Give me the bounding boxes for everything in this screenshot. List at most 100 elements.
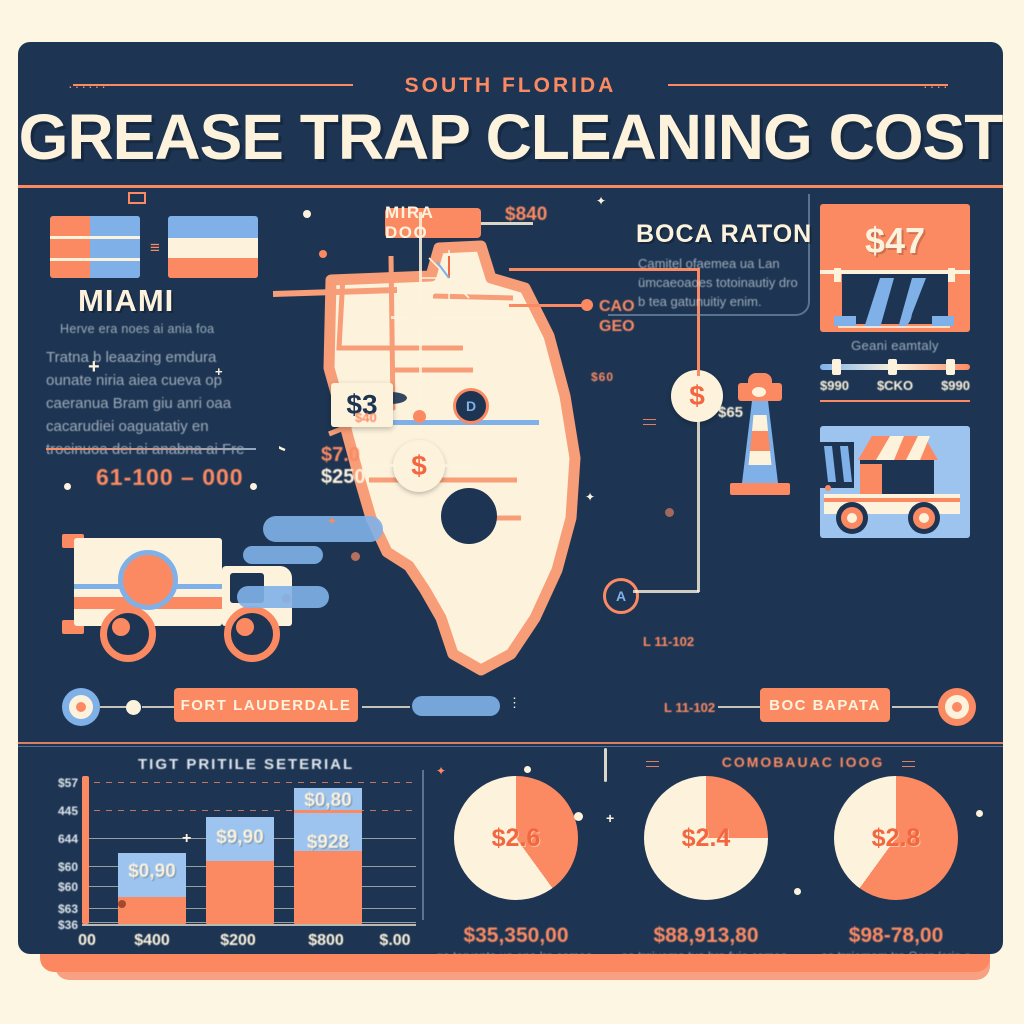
x-tick-4: $.00: [379, 932, 411, 949]
pie-2-caption: oa trgiuema tua bra fuie comea.: [616, 948, 796, 954]
header-dots-right: ····: [923, 78, 950, 94]
target-icon-left: [62, 688, 100, 726]
y-tick-6: $36: [57, 918, 78, 932]
bar-3-secondary-value: $928: [306, 832, 350, 853]
pie-1-amount: $35,350,00: [463, 924, 569, 947]
map-price-top: $840: [505, 204, 548, 225]
menu-lines-icon: — —: [643, 411, 657, 431]
map-badge-top[interactable]: MIRA DOO: [385, 203, 481, 242]
badge-boca-raton[interactable]: BOC BAPATA: [760, 688, 890, 722]
y-tick-0: $57: [57, 776, 78, 790]
city-badge-row: FORT LAUDERDALE ⋮ L 11-102 BOC BAPATA: [18, 682, 1003, 742]
plus-icon-b: +: [215, 364, 223, 379]
water-shape-b: [243, 546, 323, 564]
swatch-blue-cream: [168, 216, 258, 278]
map-pin-marker-b[interactable]: A: [603, 578, 639, 614]
charts-vertical-divider: [422, 770, 424, 920]
poster-canvas: ······ SOUTH FLORIDA ···· GREASE TRAP CL…: [18, 42, 1003, 954]
map-dollar-marker-center[interactable]: $: [393, 440, 445, 492]
swatch-orange-blue: [50, 216, 140, 278]
pie-2-value: $2.4: [681, 824, 731, 852]
header-divider: [18, 185, 1003, 188]
header-kicker: SOUTH FLORIDA: [404, 74, 617, 97]
map-bottom-left-text: L 11-102: [643, 634, 695, 649]
y-tick-4: $60: [57, 880, 78, 894]
y-axis: [82, 776, 89, 924]
bar-chart: $57 445 644 $60 $60 $63 $36 $0,90 $9,90: [56, 776, 416, 949]
city-name-miami: MIAMI: [78, 283, 175, 318]
lighthouse-illustration: [730, 373, 790, 503]
bar-chart-title: TIGT PRITILE SETERIAL: [138, 756, 355, 773]
header-rule-left: [73, 84, 353, 86]
slider-value-1: $990: [820, 378, 849, 393]
compass-star-icon: [421, 250, 477, 306]
badge-fort-lauderdale[interactable]: FORT LAUDERDALE: [174, 688, 358, 722]
pie-chart-1[interactable]: [454, 776, 578, 900]
map-price-card[interactable]: $3: [331, 383, 393, 427]
map-pin-marker-a[interactable]: D: [453, 388, 489, 424]
water-shape-a: [263, 516, 383, 542]
x-tick-2: $200: [220, 932, 256, 949]
pie-3-amount: $98-78,00: [848, 924, 944, 947]
price-card-caption: Geani eamtaly: [851, 338, 939, 353]
header-rule-right: [668, 84, 948, 86]
bar-1[interactable]: $0,90: [118, 853, 186, 924]
badge-row-small-text: L 11-102: [664, 700, 716, 715]
accent-dot-a: [64, 483, 71, 490]
map-road-price-1: $40: [355, 410, 377, 425]
bar-2[interactable]: $9,90: [206, 817, 274, 924]
plus-icon-a: +: [88, 356, 100, 378]
bar-1-value: $0,90: [128, 861, 176, 882]
miami-subline: Herve era noes ai ania foa: [60, 322, 215, 336]
chart-glyph-icon: [864, 278, 926, 328]
service-truck-illustration: [56, 528, 306, 662]
miami-paragraph: Tratna b leaazing emdura ounate niria ai…: [46, 349, 244, 458]
slider-value-2: $CKO: [876, 378, 914, 393]
price-card-47[interactable]: $47: [820, 204, 970, 332]
food-truck-card: [820, 426, 970, 538]
minus-box-icon: [128, 192, 146, 204]
city-name-boca-raton: BOCA RATON: [636, 220, 813, 248]
header-dots-left: ······: [68, 78, 108, 94]
food-truck-icon: [820, 436, 960, 534]
lines-icon-a: — —: [646, 753, 660, 773]
charts-section: TIGT PRITILE SETERIAL $57 445 644 $60 $6…: [18, 748, 1003, 954]
water-shape-c: [237, 586, 329, 608]
map-dollar-marker-right[interactable]: $: [671, 370, 723, 422]
plus-icon-chart: +: [182, 830, 192, 847]
pie-chart-3[interactable]: [834, 776, 958, 900]
slider-values: $990 $CKO $990: [820, 378, 970, 393]
water-badge-shape: [412, 696, 500, 716]
price-range-slider[interactable]: [820, 359, 970, 375]
bar-2-value: $9,90: [216, 827, 264, 848]
poster-body: ≡ + + MIAMI Herve era noes ai ania foa T…: [18, 188, 1003, 708]
map-small-price: $60: [591, 370, 615, 384]
map-marker-price-2: $250: [321, 466, 366, 488]
x-tick-3: $800: [308, 932, 344, 949]
y-tick-5: $63: [57, 902, 78, 916]
y-tick-2: 644: [57, 832, 78, 846]
miami-price-range: 61-100 – 000: [96, 464, 244, 490]
poster-header: ······ SOUTH FLORIDA ···· GREASE TRAP CL…: [18, 42, 1003, 182]
lines-icon-b: — —: [902, 753, 916, 773]
slider-value-3: $990: [941, 378, 970, 393]
target-icon-right: [938, 688, 976, 726]
section-divider-secondary: [18, 746, 1003, 747]
equals-icon: ≡: [150, 238, 160, 257]
section-divider: [18, 742, 1003, 744]
bar-3[interactable]: $0,80 $928: [294, 788, 362, 924]
y-tick-3: $60: [57, 860, 78, 874]
pie-1-caption: ga toryonta ua ena lro comoa.: [426, 948, 606, 954]
bar-3-value: $0,80: [304, 790, 352, 811]
pie-chart-2[interactable]: [644, 776, 768, 900]
truck-logo-icon: [118, 550, 178, 610]
map-marker-price-1: $7.0: [321, 444, 360, 466]
x-axis: [82, 924, 416, 926]
y-tick-1: 445: [57, 804, 78, 818]
pie-section-title: COMOBAUAC IOOG: [721, 754, 885, 770]
pie-1-value: $2.6: [491, 824, 541, 852]
pie-3-value: $2.8: [871, 824, 921, 852]
accent-dot-b: [250, 483, 257, 490]
pie-3-caption: oa trgiamam tra Oarn lorip o eneua.: [806, 948, 986, 954]
